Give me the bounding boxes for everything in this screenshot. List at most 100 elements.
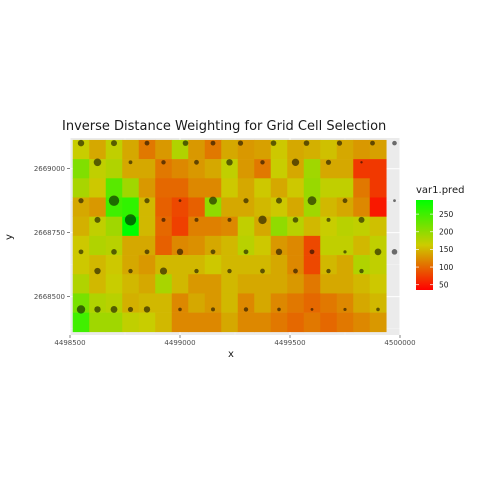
heatmap-cell [89, 216, 107, 237]
heatmap-cell [320, 235, 338, 256]
heatmap-cell [336, 178, 354, 198]
sample-point [210, 140, 216, 146]
legend-label: 50 [439, 280, 449, 289]
heatmap-cell [72, 293, 90, 313]
sample-point [144, 140, 150, 146]
sample-point [194, 268, 199, 274]
sample-point [111, 249, 117, 255]
heatmap-cell [254, 197, 272, 217]
heatmap-cell [221, 235, 239, 256]
heatmap-cell [72, 274, 90, 294]
sample-point [237, 140, 244, 146]
heatmap-cell [138, 293, 156, 313]
heatmap-cell [320, 312, 338, 333]
x-tick-label: 4499500 [274, 339, 305, 347]
heatmap-cell [138, 139, 156, 160]
sample-point [127, 306, 134, 313]
heatmap-cell [336, 235, 354, 256]
heatmap-cell [254, 255, 272, 275]
sample-point [94, 267, 101, 275]
heatmap-cell [237, 312, 255, 333]
heatmap-cell [105, 235, 123, 256]
heatmap-cell [270, 197, 288, 217]
heatmap-cell [171, 216, 189, 237]
sample-point [291, 158, 300, 167]
chart-title: Inverse Distance Weighting for Grid Cell… [62, 119, 386, 134]
heatmap-cell [138, 197, 156, 217]
heatmap-cell [105, 274, 123, 294]
heatmap-cell [188, 178, 206, 198]
sample-point [209, 196, 217, 205]
y-axis-title: y [4, 234, 15, 240]
heatmap-cell [122, 178, 140, 198]
heatmap-cell [303, 274, 321, 294]
heatmap-cell [320, 197, 338, 217]
heatmap-cell [204, 159, 222, 179]
heatmap-cell [171, 159, 189, 179]
heatmap-cell [254, 274, 272, 294]
heatmap-cell [369, 274, 387, 294]
heatmap-cell [72, 216, 90, 237]
heatmap-cell [336, 274, 354, 294]
heatmap-cell [171, 255, 189, 275]
heatmap-cell [369, 159, 387, 179]
heatmap-cell [221, 312, 239, 333]
heatmap-cell [336, 159, 354, 179]
heatmap-cell [122, 293, 140, 313]
sample-point [93, 158, 102, 167]
heatmap-cell [72, 312, 90, 333]
heatmap-cell [188, 197, 206, 217]
heatmap-cell [155, 274, 173, 294]
heatmap-cell [122, 274, 140, 294]
heatmap-cell [155, 312, 173, 333]
heatmap-cell [171, 178, 189, 198]
sample-point [307, 196, 317, 206]
x-axis: 4498500 4499000 4499500 4500000 [54, 335, 416, 347]
legend-colorbar [416, 200, 433, 290]
heatmap-cell [204, 197, 222, 217]
sample-point [270, 140, 277, 146]
sample-point [376, 307, 380, 312]
sample-point [161, 160, 166, 165]
heatmap-cell [287, 159, 305, 179]
heatmap-cell [287, 293, 305, 313]
heatmap-cell [155, 139, 173, 160]
heatmap-cell [287, 274, 305, 294]
heatmap-cell [369, 216, 387, 237]
heatmap-cell [369, 178, 387, 198]
heatmap-cell [270, 312, 288, 333]
sample-point [393, 199, 396, 203]
heatmap-cell [369, 235, 387, 256]
heatmap-cell [72, 139, 90, 160]
heatmap-cell [237, 293, 255, 313]
y-tick-label: 2668500 [34, 293, 65, 301]
sample-point [182, 140, 189, 146]
heatmap-cell [353, 274, 371, 294]
heatmap-cell [188, 216, 206, 237]
heatmap-cell [89, 312, 107, 333]
sample-point [243, 249, 249, 255]
heatmap-cell [155, 255, 173, 275]
heatmap-cell [270, 274, 288, 294]
heatmap-cell [188, 235, 206, 256]
heatmap-cell [237, 255, 255, 275]
sample-point [343, 250, 347, 254]
heatmap-cell [89, 293, 107, 313]
sample-point [178, 307, 182, 312]
sample-point [310, 308, 314, 311]
sample-point [194, 159, 199, 165]
heatmap-cell [89, 235, 107, 256]
heatmap-cell [369, 255, 387, 275]
heatmap-cell [89, 274, 107, 294]
heatmap-cell [353, 235, 371, 256]
sample-point [392, 140, 397, 146]
heatmap-cell [204, 216, 222, 237]
heatmap-cell [155, 216, 173, 237]
heatmap-cell [237, 216, 255, 237]
heatmap-cell [369, 197, 387, 217]
heatmap-cell [171, 197, 189, 217]
sample-point [178, 199, 182, 203]
heatmap-cell [138, 178, 156, 198]
heatmap-cell [204, 178, 222, 198]
